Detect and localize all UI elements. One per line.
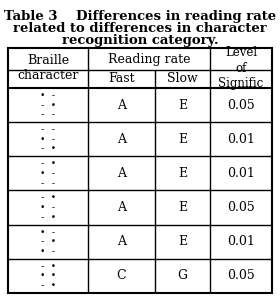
Text: Braille
character: Braille character: [17, 54, 79, 82]
Text: • -
- •
• -: • - - • • -: [40, 228, 56, 256]
Text: • -
- •
- -: • - - • - -: [40, 91, 56, 119]
Text: - •
• -
- -: - • • - - -: [40, 159, 56, 188]
Text: 0.01: 0.01: [227, 133, 255, 146]
Text: 0.01: 0.01: [227, 235, 255, 248]
Text: 0.01: 0.01: [227, 167, 255, 180]
Text: E: E: [178, 235, 187, 248]
Text: G: G: [178, 269, 188, 283]
Text: A: A: [117, 167, 126, 180]
Text: A: A: [117, 133, 126, 146]
Text: E: E: [178, 99, 187, 111]
Text: C: C: [117, 269, 126, 283]
Text: - •
• -
- •: - • • - - •: [40, 193, 56, 222]
Text: Fast: Fast: [108, 72, 135, 86]
Text: A: A: [117, 99, 126, 111]
Text: - •
• •
- •: - • • • - •: [40, 262, 56, 290]
Text: 0.05: 0.05: [227, 201, 255, 214]
Text: E: E: [178, 201, 187, 214]
Text: 0.05: 0.05: [227, 99, 255, 111]
Text: related to differences in character: related to differences in character: [13, 22, 267, 35]
Text: Level
of
Signific: Level of Signific: [218, 46, 264, 89]
Text: E: E: [178, 167, 187, 180]
Text: E: E: [178, 133, 187, 146]
Text: A: A: [117, 201, 126, 214]
Text: A: A: [117, 235, 126, 248]
Bar: [8, 48, 272, 293]
Text: 0.05: 0.05: [227, 269, 255, 283]
Text: Table 3    Differences in reading rate: Table 3 Differences in reading rate: [4, 10, 276, 23]
Text: Slow: Slow: [167, 72, 198, 86]
Text: Reading rate: Reading rate: [108, 52, 190, 66]
Text: - -
• -
- •: - - • - - •: [40, 125, 56, 153]
Text: recognition category.: recognition category.: [62, 34, 218, 47]
